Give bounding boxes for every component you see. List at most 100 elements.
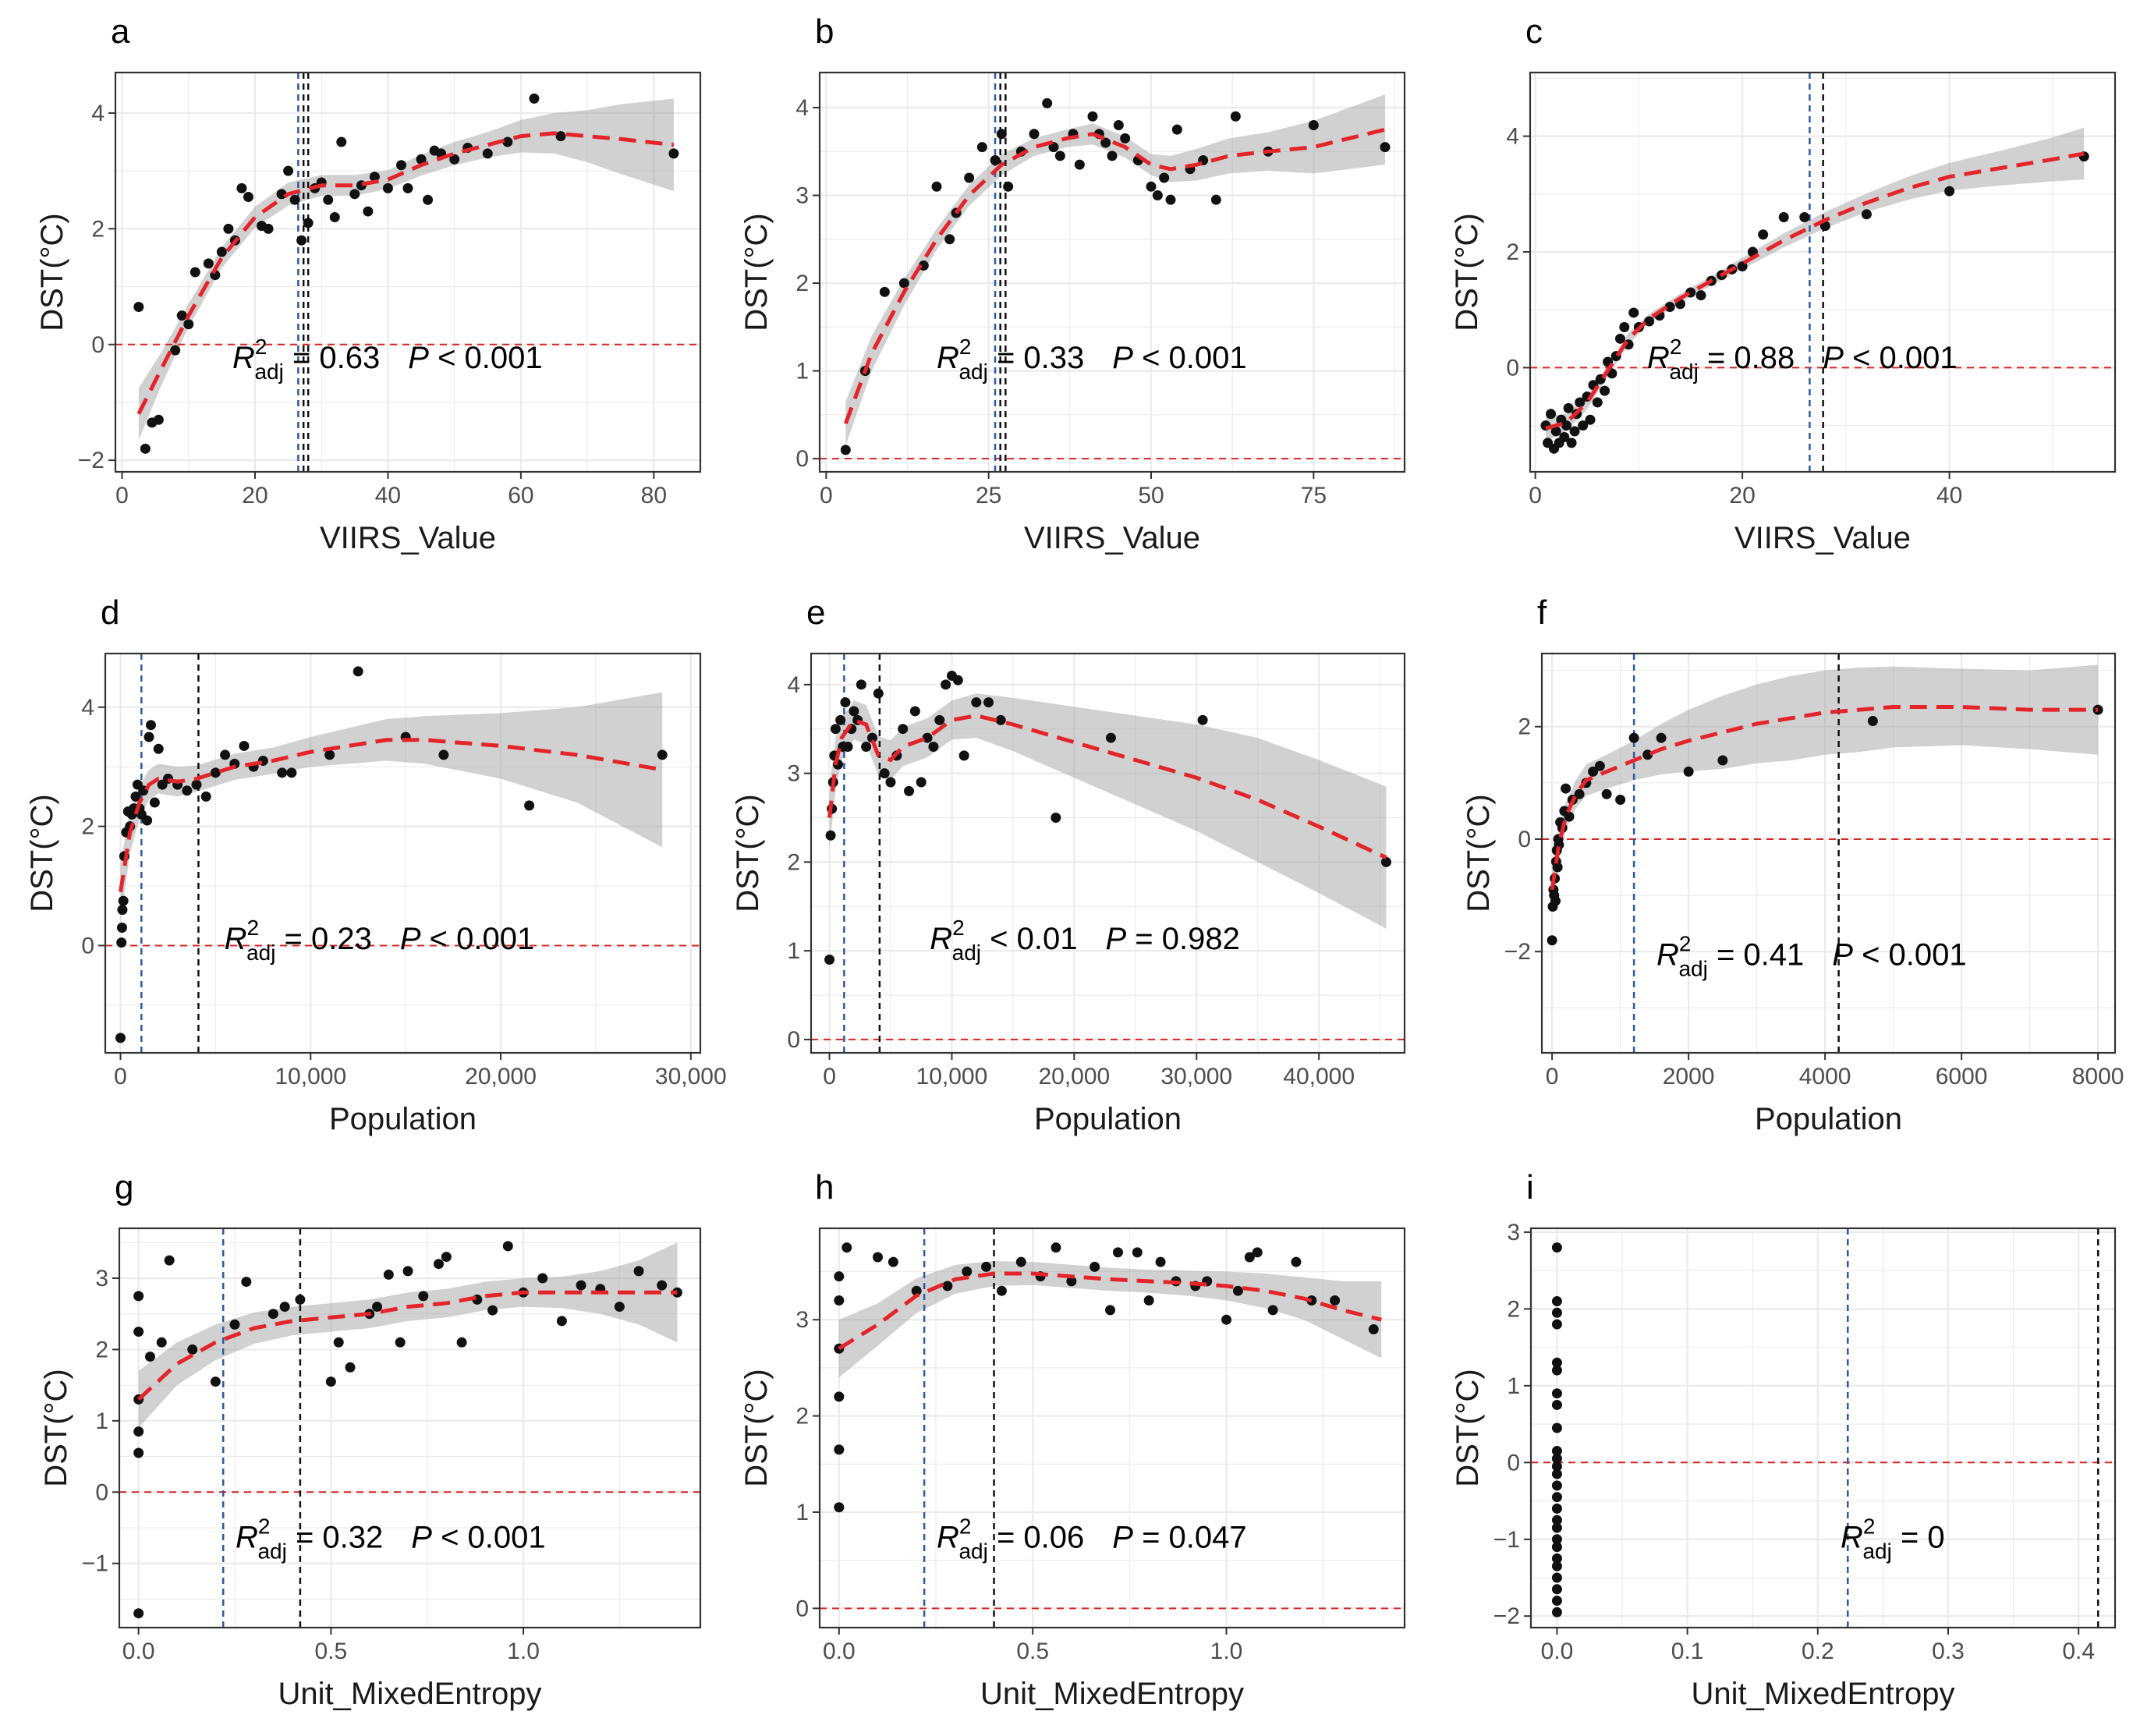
data-point [345,1362,356,1373]
data-point [176,310,187,321]
data-point [1051,1242,1061,1253]
x-tick-label: 0.5 [1016,1639,1049,1664]
data-point [1221,1314,1232,1325]
data-point [1551,1319,1562,1330]
data-point [164,1255,175,1266]
panel-letter: d [101,593,119,632]
y-tick-label: 2 [795,271,809,296]
data-point [835,714,846,725]
data-point [1758,229,1769,240]
data-point [456,1337,467,1348]
data-point [1861,209,1872,220]
data-point [369,172,380,182]
data-point [971,697,982,708]
data-point [1778,212,1789,223]
data-point [861,741,872,752]
data-point [236,182,247,193]
data-point [1656,732,1667,743]
data-point [140,443,151,454]
data-point [395,1337,406,1348]
data-point [824,955,835,965]
data-point [1551,1492,1562,1503]
x-tick-label: 0 [1529,483,1542,508]
x-tick-label: 0.3 [1932,1639,1965,1664]
data-point [834,1444,845,1455]
data-point [1105,732,1116,743]
data-point [434,1259,445,1270]
data-point [962,1267,973,1277]
data-point [1592,397,1603,408]
x-tick-label: 1.0 [1210,1639,1243,1664]
x-axis-title: Population [1034,1102,1182,1136]
data-point [911,1285,922,1296]
data-point [395,160,406,171]
panel-letter: i [1526,1168,1534,1206]
data-point [1594,760,1605,771]
panel-letter: a [111,12,130,51]
x-axis-title: VIIRS_Value [1734,521,1911,555]
confidence-band [138,98,674,441]
fit-annotation: R2 adj = 0.06 P = 0.047 [937,1515,1247,1564]
data-point [144,1352,155,1362]
y-tick-label: 1 [1507,1373,1520,1399]
x-axis-title: Population [1755,1102,1902,1136]
data-point [402,182,413,193]
y-tick-label: 4 [81,695,94,721]
data-point [438,749,449,760]
x-tick-label: 0.2 [1802,1639,1834,1664]
data-point [1380,142,1391,153]
x-tick-label: 0 [115,483,129,508]
fit-line [838,1271,1382,1351]
data-point [482,148,493,159]
data-point [830,724,841,735]
data-point [295,1294,306,1305]
plot-content [820,73,1405,472]
data-point [1132,1247,1143,1258]
x-axis-title: VIIRS_Value [1024,521,1200,555]
x-axis-title: Unit_MixedEntropy [980,1677,1244,1711]
data-point [203,258,214,269]
data-point [1230,111,1241,122]
plot-border [118,1227,702,1629]
data-point [842,1242,852,1253]
data-point [153,743,164,754]
data-point [1551,1242,1562,1253]
y-tick-label: 3 [795,183,809,209]
data-point [1551,1296,1562,1307]
data-point [210,1376,221,1387]
data-point [1644,316,1655,327]
data-point [1054,151,1065,161]
x-tick-label: 0.5 [314,1639,347,1664]
data-point [995,714,1006,725]
plot-background [119,1228,700,1628]
x-tick-label: 40 [1936,483,1962,508]
x-tick-label: 0.4 [2062,1639,2095,1664]
y-axis-title: DST(°C) [739,213,774,331]
plot-background [105,654,700,1053]
data-point [952,675,963,686]
data-point [834,1391,845,1402]
data-point [1551,1461,1562,1472]
data-point [1551,1453,1562,1464]
data-point [115,1033,126,1043]
data-point [842,741,853,752]
fit-annotation: R2 adj = 0.33 P < 0.001 [937,335,1247,384]
data-point [117,905,128,916]
plot-content [811,654,1405,1053]
data-point [1615,794,1626,805]
data-point [323,194,334,205]
panel-letter: c [1525,12,1543,51]
data-point [840,697,851,708]
data-point [1105,1305,1116,1316]
y-tick-label: −2 [1504,939,1531,965]
confidence-band [1545,127,2085,441]
x-tick-label: 0 [1546,1064,1559,1089]
data-point [1547,935,1557,946]
plot-border [1529,1227,2117,1629]
y-tick-label: 2 [1506,239,1519,265]
panel-c: 0 20 40 0 2 4 VIIRS_Value DST(°C) c R2 adj = 0.88 P… [1450,12,2117,555]
data-point [1090,1261,1100,1272]
y-tick-label: 3 [1507,1220,1520,1245]
y-axis-title: DST(°C) [25,794,59,912]
data-point [1551,1422,1562,1433]
